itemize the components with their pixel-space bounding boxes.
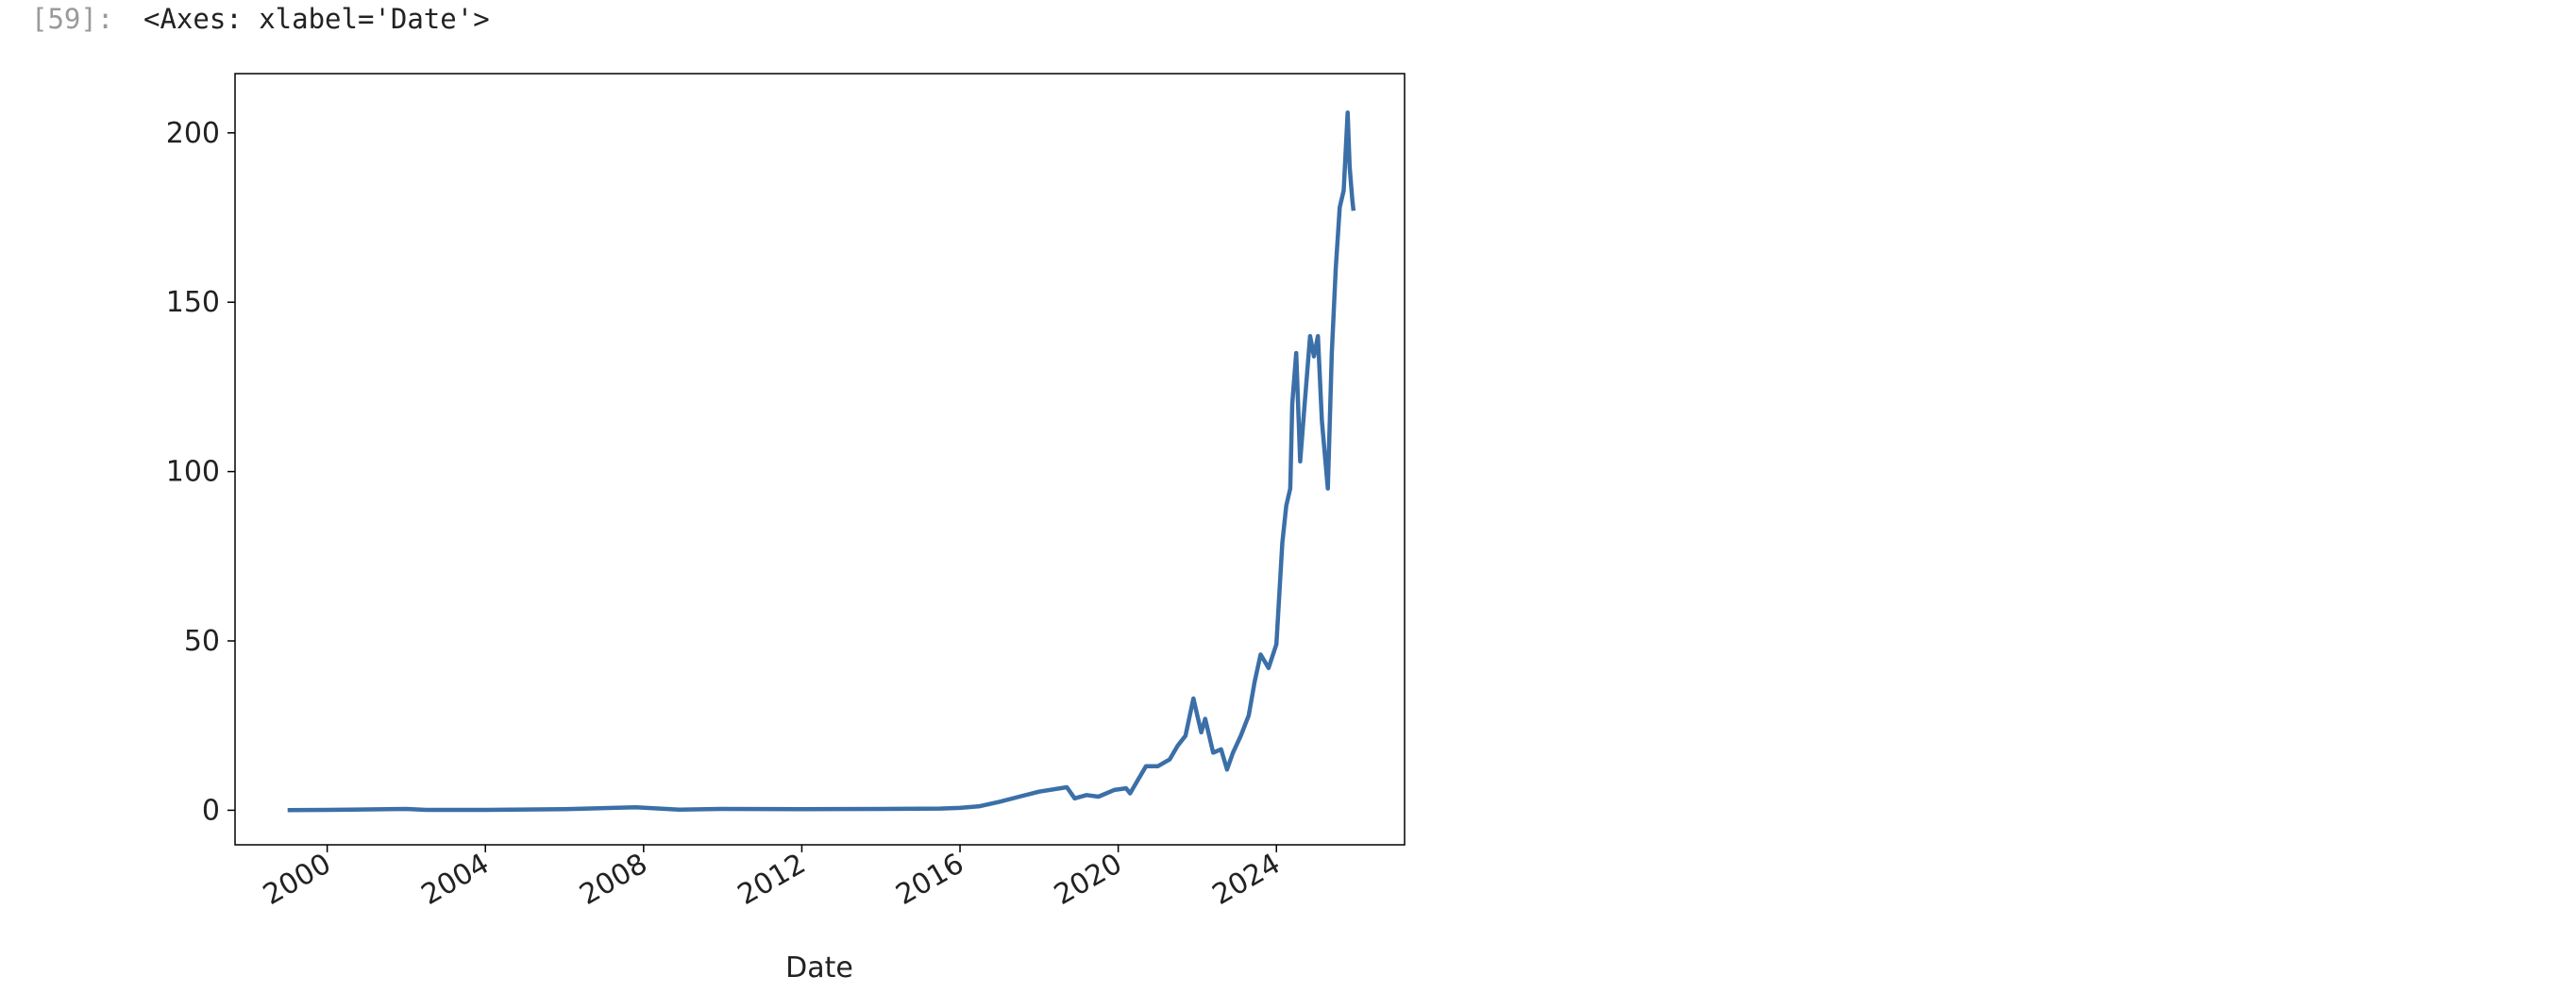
y-tick-label: 200 xyxy=(166,117,220,150)
y-tick-label: 150 xyxy=(166,286,220,319)
y-tick-label: 0 xyxy=(202,794,220,827)
x-tick-label: 2004 xyxy=(416,848,496,912)
x-tick-label: 2012 xyxy=(732,848,812,912)
y-tick-label: 100 xyxy=(166,456,220,489)
line xyxy=(287,110,1356,813)
axes-frame xyxy=(234,73,1406,846)
output-text: <Axes: xlabel='Date'> xyxy=(143,3,490,35)
x-tick-label: 2024 xyxy=(1207,848,1287,912)
y-tick-label: 50 xyxy=(184,625,220,658)
x-tick-label: 2020 xyxy=(1049,848,1128,912)
x-tick-label: 2008 xyxy=(574,848,653,912)
x-tick-label: 2016 xyxy=(890,848,969,912)
x-axis-label: Date xyxy=(785,951,853,985)
x-tick-label: 2000 xyxy=(258,848,337,912)
prompt: [59]: xyxy=(31,3,113,35)
